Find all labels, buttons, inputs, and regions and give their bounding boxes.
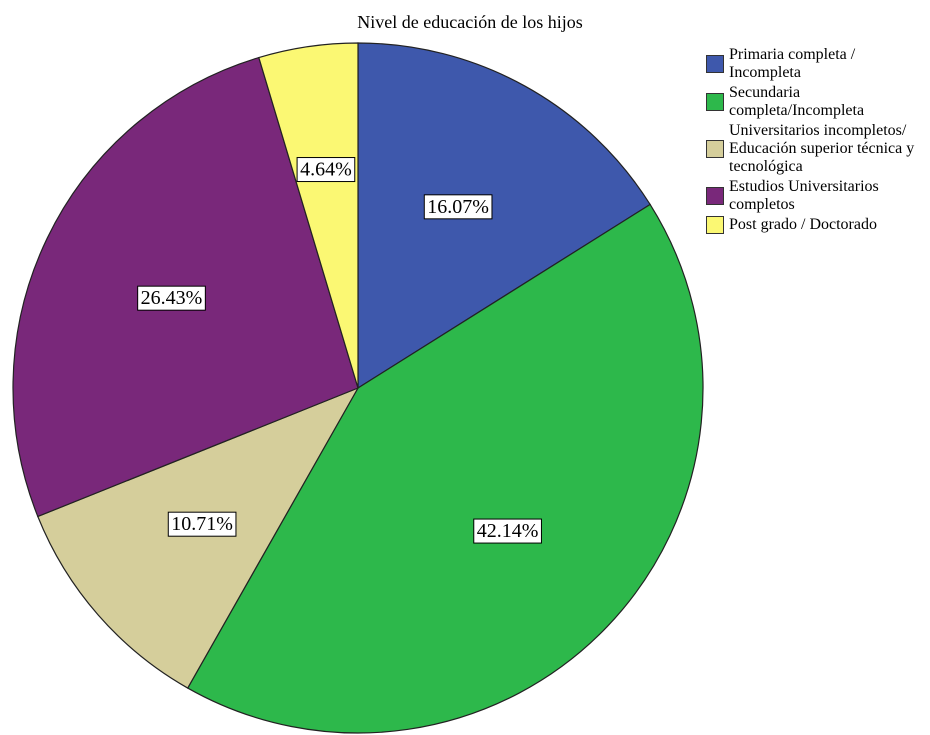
legend-item: Post grado / Doctorado: [706, 216, 928, 234]
data-label-box: [167, 511, 237, 537]
pie-slice: [37, 386, 360, 689]
data-label: 16.07%: [427, 196, 489, 218]
legend-label: Universitarios incompletos/ Educación su…: [729, 122, 915, 175]
data-label-box: [473, 518, 542, 544]
legend-label: Post grado / Doctorado: [729, 216, 877, 233]
data-label-box: [137, 285, 206, 311]
data-label-box: [296, 157, 356, 183]
legend-swatch: [706, 93, 724, 111]
legend-swatch: [706, 140, 724, 158]
legend-swatch: [706, 187, 724, 205]
data-label-group: 10.71%: [167, 511, 237, 537]
legend-item: Primaria completa / Incompleta: [706, 46, 928, 82]
legend-swatch: [706, 216, 724, 234]
legend-swatch: [706, 55, 724, 73]
data-label: 4.64%: [300, 159, 352, 181]
legend-item: Secundaria completa/Incompleta: [706, 84, 928, 120]
data-label-group: 4.64%: [296, 157, 356, 183]
legend: Primaria completa / Incompleta Secundaria…: [706, 46, 928, 234]
data-label: 26.43%: [141, 287, 203, 309]
legend-item: Estudios Universitarios completos: [706, 178, 928, 214]
legend-item: Universitarios incompletos/ Educación su…: [706, 122, 928, 176]
data-label-box: [423, 194, 493, 220]
data-label-group: 26.43%: [137, 285, 206, 311]
pie-slice: [357, 42, 651, 390]
data-label: 10.71%: [171, 513, 233, 535]
legend-label: Estudios Universitarios completos: [729, 178, 879, 213]
data-label-group: 16.07%: [423, 194, 493, 220]
legend-label: Primaria completa / Incompleta: [729, 46, 856, 81]
data-label-group: 42.14%: [473, 518, 542, 544]
chart-title: Nivel de educación de los hijos: [357, 12, 582, 32]
data-label: 42.14%: [477, 520, 539, 542]
legend-label: Secundaria completa/Incompleta: [729, 84, 865, 119]
pie-slice: [258, 42, 359, 389]
pie-slice: [186, 203, 704, 734]
